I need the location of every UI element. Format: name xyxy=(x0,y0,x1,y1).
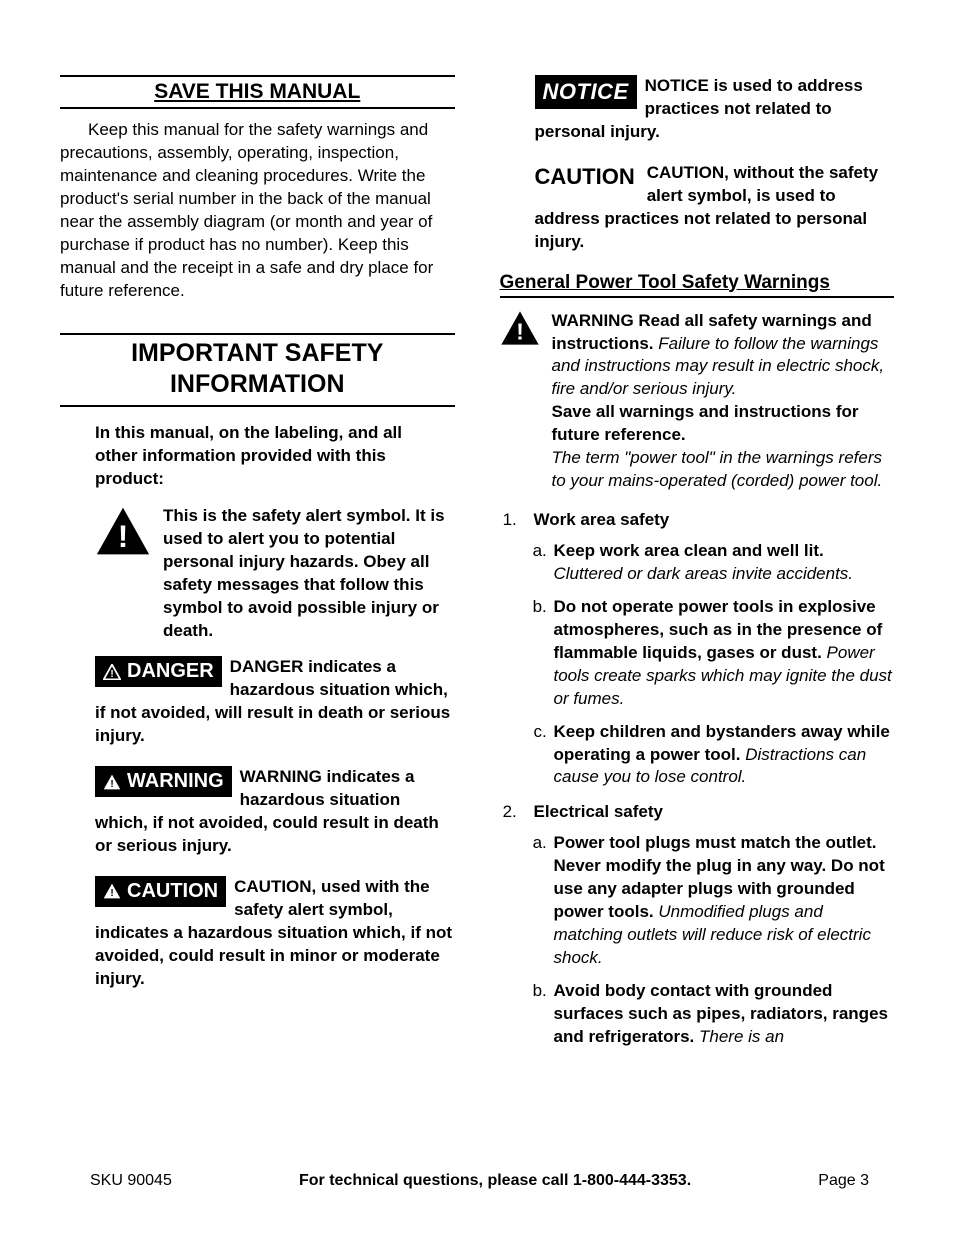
footer-page: Page 3 xyxy=(818,1172,869,1190)
heading-line-2: INFORMATION xyxy=(170,370,345,398)
page-footer: SKU 90045 For technical questions, pleas… xyxy=(90,1172,869,1190)
heading-line-1: IMPORTANT SAFETY xyxy=(131,339,383,367)
sub-item: Power tool plugs must match the outlet. … xyxy=(552,832,895,970)
alert-icon: ! xyxy=(103,664,121,680)
safety-alert-text: This is the safety alert symbol. It is u… xyxy=(163,505,455,643)
warning-block: ! WARNING WARNING indicates a hazardous … xyxy=(95,766,455,858)
sub-bold: Keep work area clean and well lit. xyxy=(554,541,824,560)
caution-block: ! CAUTION CAUTION, used with the safety … xyxy=(95,876,455,991)
safety-alert-icon: ! xyxy=(95,505,151,562)
warn-term-italic: The term "power tool" in the warnings re… xyxy=(552,448,883,490)
warning-read-block: ! WARNING Read all safety warnings and i… xyxy=(500,310,895,494)
footer-phone: For technical questions, please call 1-8… xyxy=(299,1172,691,1190)
danger-label: ! DANGER xyxy=(95,656,222,687)
safety-alert-row: ! This is the safety alert symbol. It is… xyxy=(95,505,455,643)
warning-read-text: WARNING Read all safety warnings and ins… xyxy=(552,310,895,494)
warn-save-bold: Save all warnings and instructions for f… xyxy=(552,402,859,444)
save-manual-heading: SAVE THIS MANUAL xyxy=(60,75,455,109)
notice-block: NOTICE NOTICE is used to address practic… xyxy=(535,75,895,144)
caution-label-text: CAUTION xyxy=(127,880,218,903)
sub-item: Do not operate power tools in explosive … xyxy=(552,596,895,711)
svg-text:!: ! xyxy=(110,888,113,899)
notice-label: NOTICE xyxy=(535,75,637,109)
svg-text:!: ! xyxy=(110,669,113,680)
danger-block: ! DANGER DANGER indicates a hazardous si… xyxy=(95,656,455,748)
caution-plain-block: CAUTION CAUTION, without the safety aler… xyxy=(535,162,895,254)
sub-item: Keep work area clean and well lit. Clutt… xyxy=(552,540,895,586)
left-column: SAVE THIS MANUAL Keep this manual for th… xyxy=(60,75,455,1061)
general-warnings-heading: General Power Tool Safety Warnings xyxy=(500,272,895,298)
intro-text: In this manual, on the labeling, and all… xyxy=(95,422,420,491)
list-item-1: Work area safety Keep work area clean an… xyxy=(522,509,895,789)
caution-label: ! CAUTION xyxy=(95,876,226,907)
page: SAVE THIS MANUAL Keep this manual for th… xyxy=(0,0,954,1235)
sub-italic: There is an xyxy=(699,1027,784,1046)
footer-sku: SKU 90045 xyxy=(90,1172,172,1190)
list-item-2: Electrical safety Power tool plugs must … xyxy=(522,801,895,1048)
alert-icon: ! xyxy=(103,774,121,790)
list-1-title: Work area safety xyxy=(534,509,895,532)
save-manual-body: Keep this manual for the safety warnings… xyxy=(60,119,455,303)
two-column-layout: SAVE THIS MANUAL Keep this manual for th… xyxy=(60,75,894,1061)
warning-label-text: WARNING xyxy=(127,770,224,793)
svg-text:!: ! xyxy=(110,779,113,790)
warning-label: ! WARNING xyxy=(95,766,232,797)
important-safety-heading: IMPORTANT SAFETY INFORMATION xyxy=(60,333,455,408)
svg-text:!: ! xyxy=(118,518,129,554)
main-list: Work area safety Keep work area clean an… xyxy=(500,509,895,1049)
right-column: NOTICE NOTICE is used to address practic… xyxy=(485,75,895,1061)
safety-alert-icon: ! xyxy=(500,310,540,351)
list-2-title: Electrical safety xyxy=(534,801,895,824)
sub-italic: Cluttered or dark areas invite accidents… xyxy=(554,564,854,583)
sub-list-2: Power tool plugs must match the outlet. … xyxy=(534,832,895,1048)
svg-text:!: ! xyxy=(516,318,524,344)
sub-list-1: Keep work area clean and well lit. Clutt… xyxy=(534,540,895,789)
sub-item: Keep children and bystanders away while … xyxy=(552,721,895,790)
caution-plain-label: CAUTION xyxy=(535,162,635,192)
alert-icon: ! xyxy=(103,883,121,899)
sub-item: Avoid body contact with grounded surface… xyxy=(552,980,895,1049)
danger-label-text: DANGER xyxy=(127,660,214,683)
